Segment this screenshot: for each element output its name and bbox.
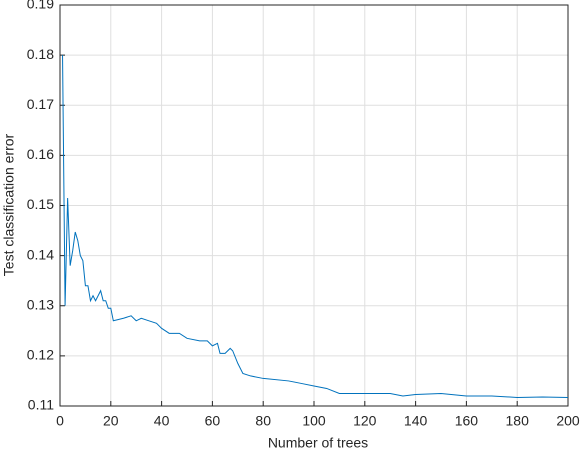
plot-frame [59,4,569,407]
x-tick-label: 140 [404,413,428,429]
x-tick-label: 20 [103,413,119,429]
y-tick-label: 0.17 [27,96,54,112]
x-tick-label: 60 [205,413,221,429]
x-axis-label: Number of trees [268,435,368,451]
data-line [62,55,569,398]
x-tick-label: 80 [255,413,271,429]
y-tick-label: 0.19 [27,0,54,12]
y-tick-label: 0.13 [27,296,54,312]
y-tick-label: 0.14 [27,246,54,262]
y-tick-label: 0.11 [28,397,54,413]
y-axis-label: Test classification error [1,133,17,276]
x-tick-label: 200 [556,413,580,429]
x-tick-label: 40 [154,413,170,429]
x-tick-label: 100 [302,413,326,429]
y-tick-label: 0.12 [27,347,54,363]
y-tick-label: 0.16 [27,146,54,162]
x-tick-label: 180 [506,413,530,429]
y-tick-label: 0.18 [27,46,54,62]
x-tick-label: 0 [56,413,64,429]
y-tick-label: 0.15 [27,196,54,212]
x-tick-label: 160 [455,413,479,429]
x-tick-label: 120 [353,413,377,429]
